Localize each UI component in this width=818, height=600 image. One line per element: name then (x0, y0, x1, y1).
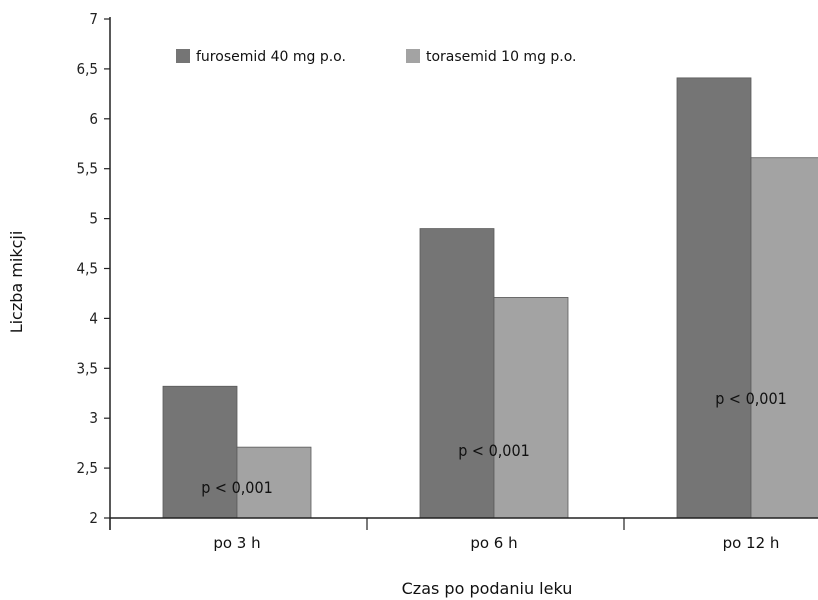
x-tick-label: po 12 h (723, 534, 780, 552)
bar-torasemid-1 (236, 446, 312, 519)
legend-swatch-2 (406, 49, 420, 63)
bar-furosemid-3 (676, 77, 752, 519)
legend: furosemid 40 mg p.o. torasemid 10 mg p.o. (176, 49, 577, 65)
x-tick-label: po 3 h (213, 534, 260, 552)
y-tick-label: 4,5 (77, 260, 98, 278)
x-tick-label: po 6 h (470, 534, 517, 552)
x-axis: po 3 h po 6 h po 12 h (109, 517, 818, 552)
bar-torasemid-3 (750, 157, 818, 519)
x-axis-title: Czas po podaniu leku (402, 579, 573, 598)
y-tick-label: 6 (89, 110, 98, 128)
p-value-annotation: p < 0,001 (458, 441, 530, 460)
y-tick-label: 2,5 (77, 459, 98, 477)
y-tick-label: 4 (89, 309, 98, 327)
y-tick-label: 6,5 (77, 60, 98, 78)
y-axis: 2 2,5 3 3,5 4 4,5 5 5,5 6 6,5 7 (77, 10, 111, 530)
y-axis-title: Liczba mikcji (7, 231, 26, 334)
legend-label-2: torasemid 10 mg p.o. (426, 49, 577, 65)
bar-furosemid-2 (419, 228, 495, 519)
bar-torasemid-2 (493, 297, 569, 519)
y-tick-label: 3,5 (77, 359, 98, 377)
bar-furosemid-1 (162, 385, 238, 519)
legend-swatch-1 (176, 49, 190, 63)
y-tick-label: 5,5 (77, 160, 98, 178)
p-value-annotation: p < 0,001 (715, 389, 787, 408)
y-tick-label: 5 (89, 210, 98, 228)
y-tick-label: 3 (89, 409, 98, 427)
legend-label-1: furosemid 40 mg p.o. (196, 49, 346, 65)
y-tick-label: 7 (89, 10, 98, 28)
y-tick-label: 2 (89, 509, 98, 527)
annotations-group: p < 0,001 p < 0,001 p < 0,001 (201, 389, 787, 497)
bars-group (162, 77, 818, 519)
p-value-annotation: p < 0,001 (201, 478, 273, 497)
